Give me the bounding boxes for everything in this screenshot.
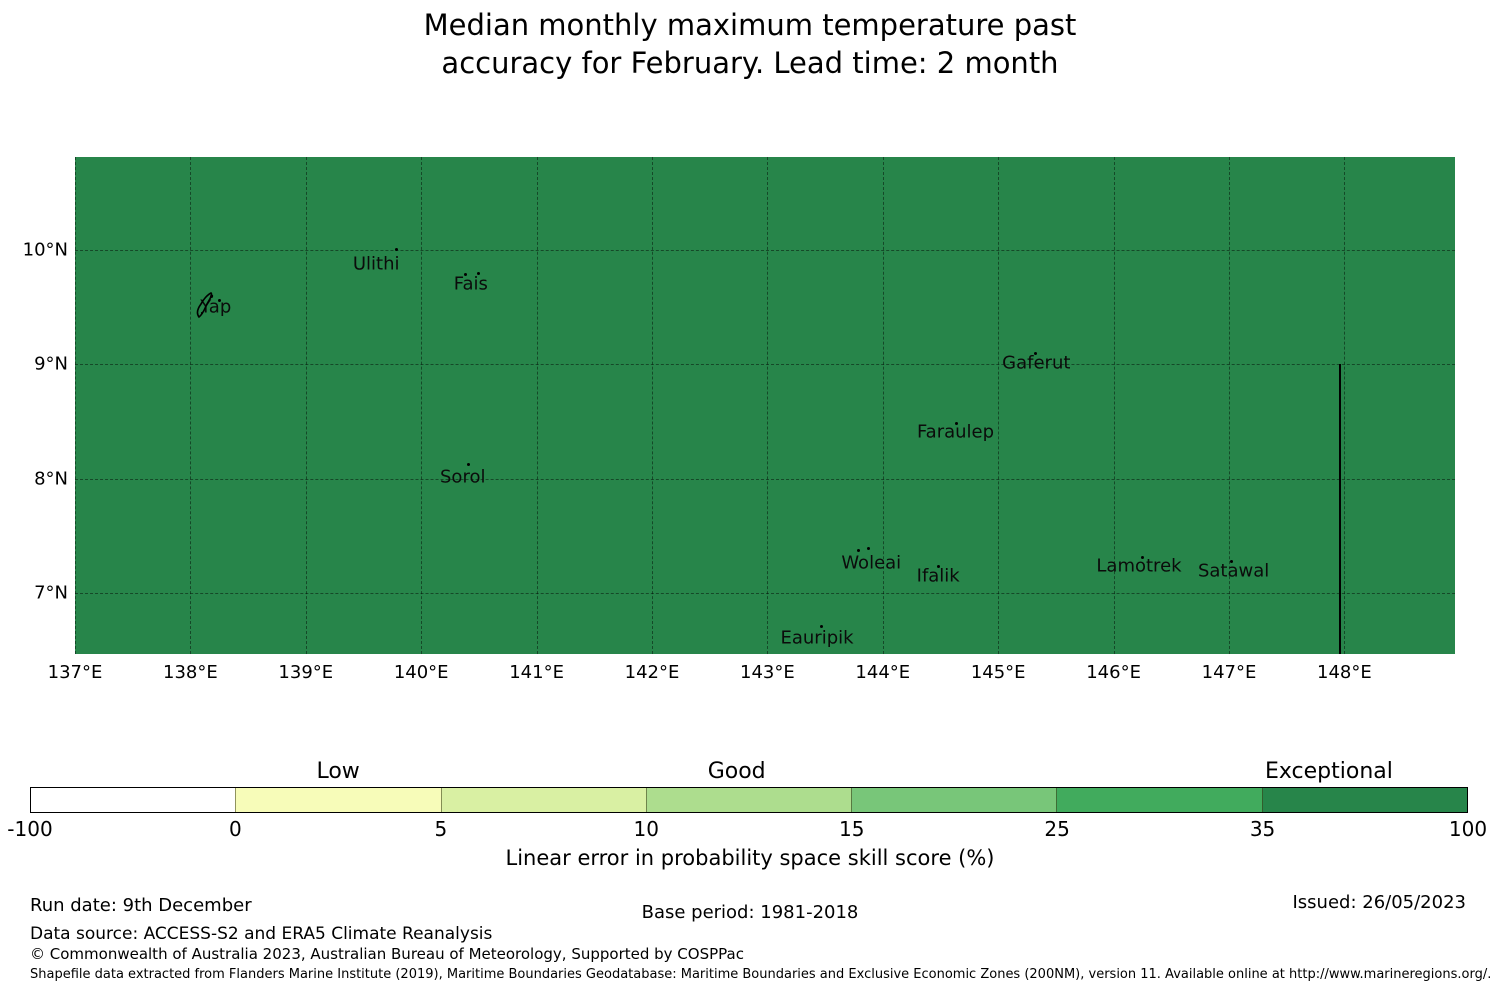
colorbar-segment (235, 788, 441, 812)
x-tick-label: 145°E (970, 662, 1026, 683)
island-marker-dot (857, 549, 861, 553)
island-label: Eauripik (780, 627, 854, 649)
copyright-text: © Commonwealth of Australia 2023, Austra… (30, 945, 744, 963)
gridline-vertical (421, 157, 423, 654)
gridline-vertical (1113, 157, 1115, 654)
map-area: Yap Ulithi Fais Sorol Gaferut Faraulep Woleai I… (75, 157, 1455, 654)
colorbar-category-label: Good (707, 759, 766, 784)
gridline-horizontal (75, 364, 1455, 366)
eez-boundary-line (1338, 364, 1341, 654)
colorbar-category-label: Low (316, 759, 360, 784)
island-label: Ifalik (916, 565, 960, 587)
gridline-vertical (882, 157, 884, 654)
chart-title-line2: accuracy for February. Lead time: 2 mont… (441, 46, 1059, 80)
island-marker-dot (820, 624, 824, 628)
y-tick-label: 9°N (34, 353, 68, 375)
y-tick-label: 10°N (22, 239, 68, 261)
colorbar-segment (645, 788, 852, 812)
colorbar-tick-label: 100 (1448, 817, 1488, 841)
island-marker-dot (1034, 352, 1038, 356)
colorbar-tick-label: 35 (1249, 817, 1276, 841)
x-tick-label: 141°E (509, 662, 564, 683)
colorbar-segment (1261, 788, 1467, 812)
island-label: Faraulep (916, 421, 995, 443)
island-marker-dot (463, 273, 467, 277)
island-label: Lamotrek (1096, 555, 1182, 577)
x-tick-label: 140°E (393, 662, 449, 683)
colorbar-segment (851, 788, 1057, 812)
chart-title: Median monthly maximum temperature past … (0, 6, 1500, 82)
gridline-vertical (998, 157, 1000, 654)
island-label: Satawal (1197, 560, 1270, 582)
colorbar-tick-label: 25 (1044, 817, 1070, 841)
x-tick-label: 137°E (47, 662, 103, 683)
x-tick-label: 138°E (163, 662, 218, 683)
island-label: Fais (453, 273, 488, 295)
yap-island-shape (195, 292, 219, 324)
x-tick-label: 142°E (624, 662, 680, 683)
island-label: Woleai (841, 552, 902, 574)
x-tick-label: 148°E (1317, 662, 1372, 683)
colorbar-segment (1056, 788, 1262, 812)
y-tick-label: 7°N (34, 582, 68, 604)
gridline-vertical (75, 157, 76, 654)
colorbar-tick-label: 10 (633, 817, 660, 841)
island-label: Gaferut (1002, 352, 1071, 374)
gridline-vertical (305, 157, 307, 654)
shapefile-note-text: Shapefile data extracted from Flanders M… (30, 967, 1492, 982)
chart-title-line1: Median monthly maximum temperature past (423, 8, 1077, 42)
island-marker-dot (466, 462, 470, 466)
gridline-horizontal (75, 250, 1455, 251)
island-marker-dot (217, 299, 221, 303)
colorbar-tick-label: 0 (229, 817, 242, 841)
y-tick-label: 8°N (34, 468, 68, 490)
island-marker-dot (954, 421, 958, 425)
gridline-vertical (190, 157, 192, 654)
gridline-vertical (1344, 157, 1346, 654)
issued-date-text: Issued: 26/05/2023 (1292, 892, 1466, 913)
gridline-horizontal (75, 478, 1455, 480)
gridline-horizontal (75, 593, 1455, 595)
island-marker-dot (937, 565, 941, 569)
x-tick-label: 147°E (1201, 662, 1257, 683)
island-marker-dot (395, 247, 399, 251)
x-tick-label: 143°E (740, 662, 795, 683)
island-label: Sorol (440, 466, 486, 487)
island-marker-dot (1140, 555, 1144, 559)
data-source-text: Data source: ACCESS-S2 and ERA5 Climate … (30, 924, 493, 944)
run-date-text: Run date: 9th December (30, 895, 252, 916)
colorbar-segment (440, 788, 646, 812)
gridline-vertical (652, 157, 653, 654)
colorbar-tick-label: 5 (434, 817, 448, 841)
gridline-vertical (536, 157, 538, 654)
island-marker-dot (867, 547, 871, 551)
x-tick-label: 146°E (1086, 662, 1141, 683)
x-tick-label: 144°E (855, 662, 911, 683)
island-marker-dot (476, 272, 480, 276)
colorbar-tick-label: -100 (7, 817, 53, 841)
gridline-vertical (1229, 157, 1230, 654)
colorbar (30, 787, 1468, 813)
colorbar-tick-label: 15 (838, 817, 865, 841)
x-tick-label: 139°E (278, 662, 334, 683)
colorbar-caption: Linear error in probability space skill … (505, 846, 995, 870)
colorbar-category-label: Exceptional (1265, 759, 1393, 784)
island-label: Ulithi (352, 253, 400, 275)
base-period-text: Base period: 1981-2018 (641, 902, 859, 923)
colorbar-segment (31, 788, 236, 812)
gridline-vertical (767, 157, 769, 654)
island-marker-dot (1229, 560, 1233, 564)
